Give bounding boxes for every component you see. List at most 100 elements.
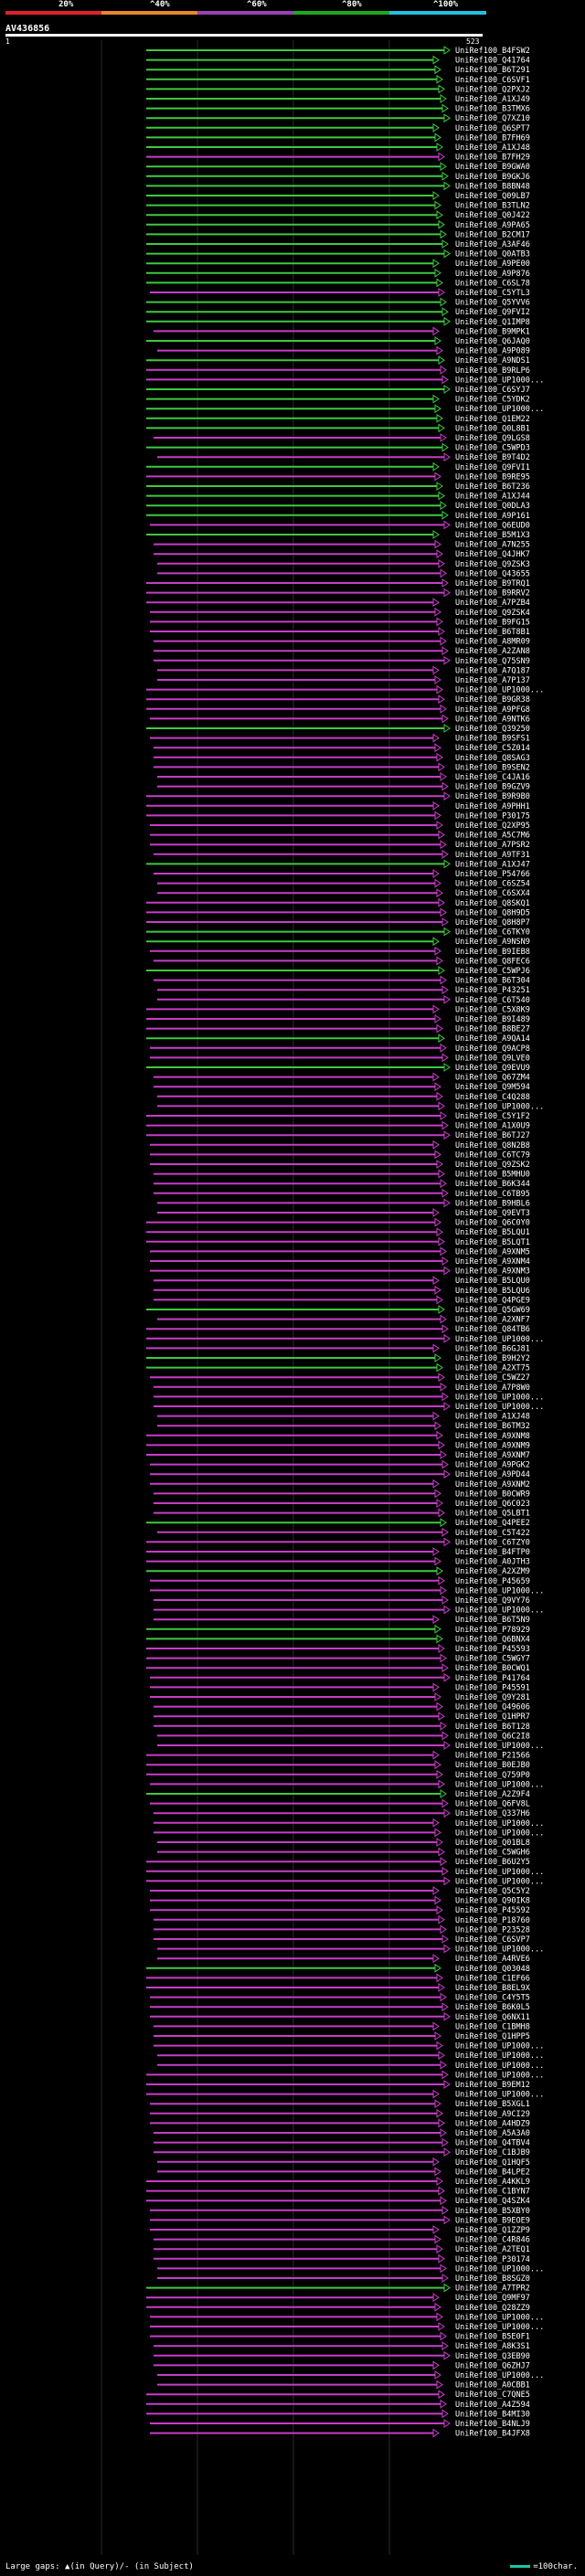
- hit-row: UniRef100_B9SEN2: [154, 762, 530, 772]
- hit-arrow: [443, 1741, 451, 1750]
- hit-row: UniRef100_A4RVE6: [157, 1954, 530, 1964]
- hit-label: UniRef100_B4FTP0: [455, 1548, 530, 1557]
- legend-scale: =100char.: [510, 2562, 578, 2571]
- hit-row: UniRef100_A9CI29: [150, 2108, 530, 2119]
- hit-row: UniRef100_UP1000...: [157, 2051, 544, 2061]
- hit-row: UniRef100_Q1IMP8: [146, 316, 530, 327]
- hit-arrow: [436, 413, 443, 423]
- hit-label: UniRef100_A7P137: [455, 676, 530, 685]
- hit-label: UniRef100_B5XBY0: [455, 2207, 530, 2216]
- hit-label: UniRef100_Q01BL8: [455, 1839, 530, 1848]
- hit-row: UniRef100_A4HDZ9: [150, 2118, 530, 2128]
- hit-label: UniRef100_Q49606: [455, 1703, 530, 1712]
- hit-row: UniRef100_B7FH69: [146, 133, 530, 143]
- hit-arrow: [436, 1160, 443, 1169]
- hit-label: UniRef100_B9MPK1: [455, 327, 530, 336]
- hit-label: UniRef100_UP1000...: [455, 1819, 544, 1829]
- hit-arrow: [441, 307, 449, 317]
- hit-arrow: [438, 1236, 445, 1246]
- hit-arrow: [434, 2370, 441, 2380]
- hit-label: UniRef100_A9NDS1: [455, 356, 530, 366]
- hit-row: UniRef100_B9EM12: [146, 2080, 530, 2090]
- hit-label: UniRef100_Q0J422: [455, 211, 530, 220]
- hit-row: UniRef100_Q49606: [154, 1701, 530, 1712]
- hit-label: UniRef100_A9XNM4: [455, 1257, 530, 1267]
- hit-label: UniRef100_UP1000...: [455, 2264, 544, 2274]
- hit-label: UniRef100_UP1000...: [455, 2323, 544, 2332]
- legend-scale-text: =100char.: [533, 2562, 578, 2571]
- hit-label: UniRef100_Q6SPT7: [455, 124, 530, 133]
- hit-row: UniRef100_B6T8B1: [150, 627, 530, 637]
- hit-row: UniRef100_Q4SZK4: [146, 2196, 530, 2206]
- hit-row: UniRef100_Q0L8B1: [146, 423, 530, 433]
- hit-row: UniRef100_B4MI30: [146, 2409, 530, 2419]
- hit-arrow: [440, 297, 447, 307]
- hit-arrow: [436, 74, 443, 84]
- hit-label: UniRef100_Q1HPP5: [455, 2032, 530, 2041]
- hit-arrow: [440, 1992, 447, 2002]
- hit-arrow: [436, 1973, 443, 1983]
- hit-arrow: [443, 2215, 451, 2225]
- hit-arrow: [441, 2002, 449, 2012]
- hit-row: UniRef100_UP1000...: [150, 2312, 544, 2322]
- hit-row: UniRef100_B4NLJ9: [150, 2419, 530, 2429]
- hit-arrow: [432, 1682, 440, 1692]
- hit-row: UniRef100_B6T236: [146, 482, 530, 492]
- hit-row: UniRef100_Q8FEC6: [154, 956, 530, 966]
- hit-row: UniRef100_A0CBB1: [157, 2380, 530, 2390]
- hit-label: UniRef100_P23528: [455, 1925, 530, 1935]
- hit-arrow: [438, 1169, 445, 1179]
- hit-label: UniRef100_A7PSR2: [455, 841, 530, 850]
- hit-label: UniRef100_C6SXX4: [455, 889, 530, 898]
- hit-row: UniRef100_Q9ZSK4: [150, 607, 530, 618]
- hit-arrow: [434, 1150, 441, 1160]
- hit-arrow: [443, 181, 451, 191]
- hit-label: UniRef100_A9XNM5: [455, 1247, 530, 1256]
- hit-arrow: [441, 375, 449, 385]
- hit-row: UniRef100_P21566: [146, 1750, 530, 1761]
- scale-segment-20: [5, 11, 101, 15]
- hit-arrow: [440, 1179, 447, 1189]
- hit-arrow: [438, 355, 445, 366]
- hit-label: UniRef100_B6K344: [455, 1180, 530, 1189]
- hit-row: UniRef100_Q9FVI1: [146, 461, 530, 472]
- hit-label: UniRef100_Q0DLA3: [455, 502, 530, 511]
- hit-label: UniRef100_P45659: [455, 1577, 530, 1586]
- hit-label: UniRef100_B9TRQ1: [455, 579, 530, 588]
- hit-arrow: [441, 2205, 449, 2215]
- hit-label: UniRef100_B9RLP6: [455, 366, 530, 376]
- hit-row: UniRef100_Q6ZHJ7: [154, 2360, 530, 2370]
- hit-label: UniRef100_B4JFX8: [455, 2430, 530, 2439]
- hit-label: UniRef100_Q4TBV4: [455, 2139, 530, 2148]
- hit-arrow: [438, 1779, 445, 1789]
- hit-label: UniRef100_A4KKL9: [455, 2178, 530, 2187]
- hit-row: UniRef100_Q6C0Y0: [146, 1217, 530, 1228]
- hit-arrow: [438, 2186, 445, 2196]
- hit-arrow: [440, 1585, 447, 1595]
- hit-arrow: [434, 1963, 441, 1973]
- hit-row: UniRef100_UP1000...: [150, 1585, 544, 1595]
- hit-label: UniRef100_Q9LGS8: [455, 434, 530, 443]
- hit-arrow: [441, 1731, 449, 1741]
- hit-label: UniRef100_Q1HPR7: [455, 1712, 530, 1722]
- identity-scale-bar: 20% ^40% ^60% ^80% ^100%: [0, 0, 585, 15]
- hit-label: UniRef100_A5A3A0: [455, 2129, 530, 2138]
- hit-row: UniRef100_B7FH29: [146, 152, 530, 163]
- hit-arrow: [441, 1324, 449, 1334]
- hit-arrow: [443, 1876, 451, 1886]
- hit-row: UniRef100_B9FG15: [150, 617, 530, 627]
- hit-arrow: [438, 1440, 445, 1450]
- hit-arrow: [443, 2350, 451, 2360]
- hit-arrow: [443, 927, 451, 937]
- hit-arrow: [432, 1615, 440, 1625]
- hit-arrow: [440, 1314, 447, 1324]
- hit-arrow: [440, 1789, 447, 1798]
- hit-arrow: [443, 1266, 451, 1276]
- hit-label: UniRef100_Q84TB6: [455, 1325, 530, 1334]
- hit-label: UniRef100_UP1000...: [455, 2313, 544, 2322]
- hit-arrow: [441, 2137, 449, 2147]
- hit-row: UniRef100_C5T422: [157, 1527, 530, 1538]
- hit-row: UniRef100_UP1000...: [154, 1605, 544, 1616]
- hit-label: UniRef100_Q9VY76: [455, 1596, 530, 1606]
- hit-arrow: [434, 1353, 441, 1362]
